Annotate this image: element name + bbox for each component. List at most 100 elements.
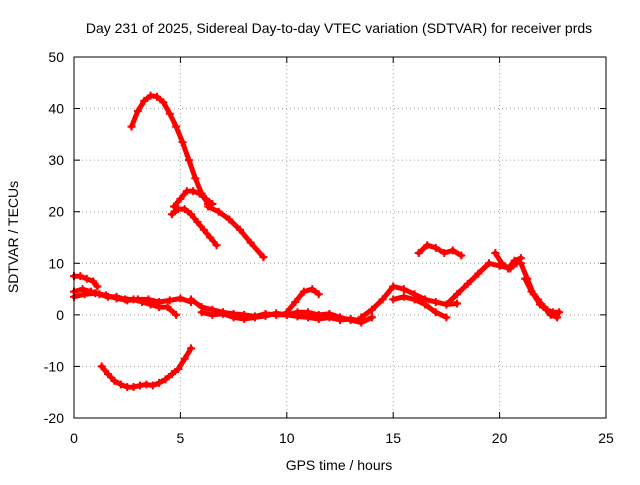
data-point: [235, 225, 244, 234]
y-tick-label: 20: [48, 204, 64, 220]
data-point: [389, 295, 398, 304]
x-tick-label: 15: [385, 430, 401, 446]
data-point: [282, 308, 291, 317]
data-point: [76, 272, 85, 281]
data-point: [497, 259, 506, 268]
data-point: [442, 313, 451, 322]
y-tick-label: 40: [48, 101, 64, 117]
data-point: [135, 381, 144, 390]
y-axis-label: SDTVAR / TECUs: [5, 181, 21, 293]
y-tick-label: 50: [48, 49, 64, 65]
axis-ticks: 0 5 10 15 20 25 -20 -10 0 10 20 30 40 50: [44, 49, 614, 446]
data-point: [448, 246, 457, 255]
data-point: [78, 285, 87, 294]
data-point: [172, 310, 181, 319]
data-point: [189, 187, 198, 196]
data-point: [431, 308, 440, 317]
data-point: [431, 297, 440, 306]
data-point: [308, 285, 317, 294]
y-tick-label: 10: [48, 255, 64, 271]
data-point: [93, 282, 102, 291]
data-point: [250, 313, 259, 322]
data-point: [212, 241, 221, 250]
data-point: [127, 122, 136, 131]
data-point: [197, 308, 206, 317]
data-layer: [70, 91, 564, 392]
data-point: [431, 243, 440, 252]
y-tick-label: 30: [48, 152, 64, 168]
data-point: [261, 311, 270, 320]
data-point: [516, 259, 525, 268]
data-point: [101, 291, 110, 300]
data-point: [129, 383, 138, 392]
data-point: [159, 98, 168, 107]
data-point: [225, 215, 234, 224]
chart-title: Day 231 of 2025, Sidereal Day-to-day VTE…: [86, 20, 592, 36]
y-tick-label: 0: [56, 307, 64, 323]
series-trace: [199, 309, 364, 324]
data-point: [453, 299, 462, 308]
data-point: [161, 375, 170, 384]
data-point: [82, 274, 91, 283]
data-point: [546, 310, 555, 319]
x-axis-label: GPS time / hours: [286, 457, 393, 473]
data-point: [187, 344, 196, 353]
series-trace: [358, 284, 460, 320]
data-point: [174, 365, 183, 374]
data-point: [176, 194, 185, 203]
grid-lines: [74, 57, 606, 418]
x-tick-label: 25: [598, 430, 614, 446]
data-point: [178, 138, 187, 147]
data-point: [133, 295, 142, 304]
data-point: [91, 289, 100, 298]
series-arc-high-tail: [204, 202, 268, 262]
series-arc-bump-10: [282, 285, 323, 317]
data-point: [299, 287, 308, 296]
data-point: [180, 354, 189, 363]
y-tick-label: -20: [44, 410, 64, 426]
data-point: [314, 314, 323, 323]
data-point: [410, 295, 419, 304]
data-point: [112, 294, 121, 303]
data-point: [152, 92, 161, 101]
data-point: [206, 233, 215, 242]
data-point: [540, 303, 549, 312]
data-point: [116, 380, 125, 389]
data-point: [140, 96, 149, 105]
series-arc-upper-16: [414, 241, 466, 260]
x-tick-label: 10: [279, 430, 295, 446]
data-point: [440, 248, 449, 257]
data-point: [208, 310, 217, 319]
data-point: [291, 297, 300, 306]
data-point: [421, 300, 430, 309]
series-arc-negative: [97, 344, 196, 392]
data-point: [336, 316, 344, 325]
data-point: [553, 313, 562, 322]
data-point: [246, 238, 255, 247]
data-point: [457, 251, 466, 260]
data-point: [187, 210, 196, 219]
data-point: [199, 225, 208, 234]
series-arc-rise-14: [357, 282, 462, 322]
data-point: [80, 290, 89, 299]
data-point: [229, 313, 238, 322]
x-tick-label: 20: [492, 430, 508, 446]
data-point: [484, 259, 493, 268]
data-point: [167, 210, 176, 219]
data-point: [172, 122, 181, 131]
x-tick-label: 5: [177, 430, 185, 446]
data-point: [272, 309, 281, 318]
data-point: [218, 309, 227, 318]
series-arc-mid-upper: [170, 187, 217, 211]
data-point: [163, 303, 172, 312]
data-point: [346, 314, 355, 323]
data-point: [510, 256, 519, 265]
data-point: [259, 253, 268, 262]
data-point: [142, 380, 151, 389]
data-point: [123, 296, 132, 305]
data-point: [184, 156, 193, 165]
data-point: [367, 305, 376, 314]
